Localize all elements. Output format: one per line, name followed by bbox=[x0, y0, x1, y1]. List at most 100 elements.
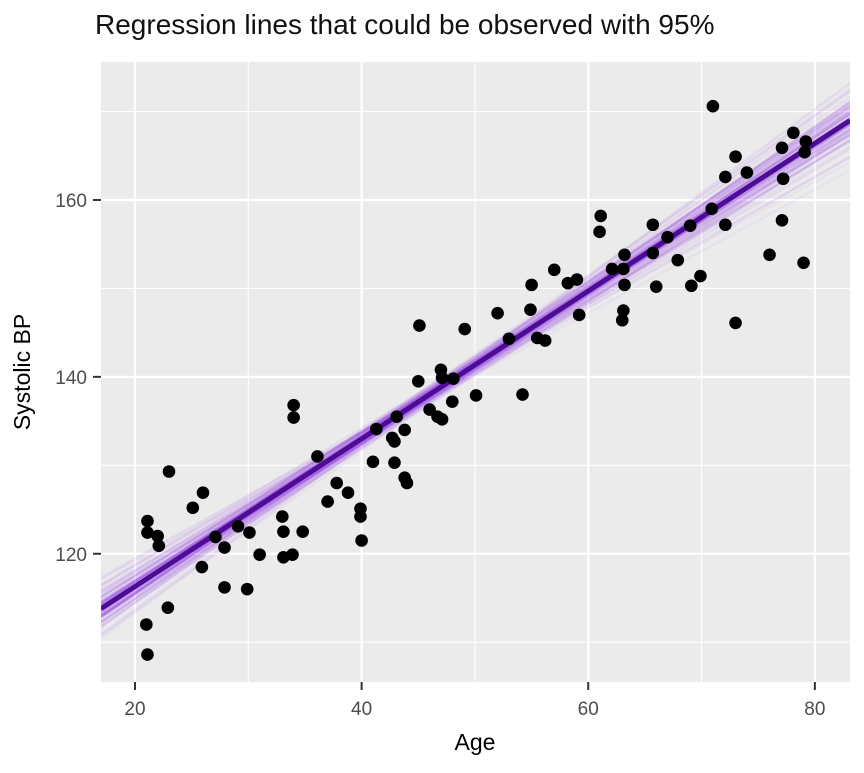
data-point bbox=[683, 219, 697, 232]
data-point bbox=[341, 486, 355, 500]
data-point bbox=[605, 262, 619, 276]
y-axis-title: Systolic BP bbox=[9, 314, 35, 430]
data-point bbox=[253, 548, 266, 561]
data-point bbox=[161, 601, 175, 615]
data-point bbox=[516, 388, 529, 401]
data-point bbox=[787, 126, 800, 140]
data-point bbox=[617, 304, 630, 317]
data-point bbox=[445, 395, 459, 408]
data-point bbox=[366, 455, 380, 469]
data-point bbox=[646, 246, 660, 260]
major-gridlines bbox=[101, 62, 850, 682]
data-point bbox=[152, 539, 166, 553]
scatter-points bbox=[140, 99, 813, 661]
ensemble-line bbox=[101, 105, 850, 605]
data-point bbox=[775, 141, 789, 155]
ensemble-line bbox=[101, 95, 850, 619]
data-point bbox=[398, 471, 411, 484]
data-point bbox=[617, 262, 630, 276]
data-point bbox=[572, 308, 586, 322]
data-point bbox=[570, 273, 584, 286]
data-point bbox=[799, 135, 813, 148]
data-point bbox=[763, 248, 776, 262]
data-point bbox=[729, 150, 742, 163]
data-point bbox=[705, 202, 719, 216]
fit-line bbox=[101, 118, 850, 611]
data-point bbox=[390, 410, 404, 423]
data-point bbox=[423, 403, 436, 416]
data-point bbox=[240, 582, 254, 596]
data-point bbox=[140, 618, 153, 631]
x-axis-tick-labels: 20 40 60 80 bbox=[124, 699, 825, 720]
data-point bbox=[186, 501, 200, 515]
y-tick-label: 160 bbox=[55, 191, 87, 212]
data-point bbox=[195, 560, 209, 574]
data-point bbox=[209, 530, 222, 544]
data-point bbox=[286, 548, 299, 561]
data-point bbox=[547, 263, 561, 277]
data-point bbox=[538, 334, 552, 347]
data-point bbox=[398, 423, 411, 437]
data-point bbox=[618, 248, 631, 262]
data-point bbox=[162, 465, 176, 478]
ensemble-line bbox=[101, 131, 850, 619]
data-point bbox=[525, 278, 538, 292]
ensemble-line bbox=[101, 169, 850, 581]
data-point bbox=[435, 371, 449, 385]
data-point bbox=[447, 372, 460, 385]
data-point bbox=[354, 510, 367, 523]
data-point bbox=[719, 170, 732, 184]
data-point bbox=[502, 332, 516, 346]
ensemble-line bbox=[101, 110, 850, 627]
data-point bbox=[218, 581, 231, 594]
data-point bbox=[388, 456, 401, 469]
fitted-regression-line bbox=[101, 118, 850, 611]
ensemble-line bbox=[101, 122, 850, 617]
ensemble-line bbox=[101, 129, 850, 594]
data-point bbox=[661, 230, 674, 244]
data-point bbox=[311, 450, 324, 463]
axis-tick-marks bbox=[93, 198, 816, 690]
data-point bbox=[729, 316, 742, 330]
data-point bbox=[719, 218, 732, 232]
data-point bbox=[646, 218, 660, 232]
data-point bbox=[141, 514, 154, 528]
x-tick-label: 40 bbox=[351, 699, 372, 720]
data-point bbox=[355, 534, 368, 547]
x-tick-label: 80 bbox=[804, 699, 825, 720]
data-point bbox=[388, 435, 401, 448]
x-axis-title: Age bbox=[455, 729, 496, 755]
x-tick-label: 20 bbox=[124, 699, 145, 720]
data-point bbox=[685, 279, 698, 293]
data-point bbox=[775, 214, 789, 227]
y-tick-label: 140 bbox=[55, 368, 87, 389]
data-point bbox=[370, 422, 383, 436]
ensemble-line bbox=[101, 106, 850, 617]
data-point bbox=[524, 303, 537, 316]
data-point bbox=[141, 648, 154, 661]
ensemble-line bbox=[101, 101, 850, 618]
ensemble-line bbox=[101, 132, 850, 603]
data-point bbox=[287, 411, 300, 424]
data-point bbox=[593, 225, 606, 239]
plot-panel bbox=[101, 62, 850, 682]
ensemble-line bbox=[101, 160, 850, 579]
data-point bbox=[321, 495, 334, 508]
ensemble-line bbox=[101, 133, 850, 586]
data-point bbox=[218, 541, 231, 554]
data-point bbox=[141, 526, 154, 539]
data-point bbox=[243, 526, 256, 539]
data-point bbox=[277, 525, 290, 538]
data-point bbox=[435, 413, 449, 426]
data-point bbox=[798, 145, 811, 159]
data-point bbox=[671, 253, 685, 267]
y-axis-tick-labels: 120 140 160 bbox=[55, 191, 87, 566]
data-point bbox=[797, 256, 810, 270]
data-point bbox=[469, 389, 483, 402]
chart-title: Regression lines that could be observed … bbox=[95, 9, 714, 40]
data-point bbox=[594, 209, 608, 223]
data-point bbox=[296, 525, 309, 538]
data-point bbox=[491, 306, 504, 320]
